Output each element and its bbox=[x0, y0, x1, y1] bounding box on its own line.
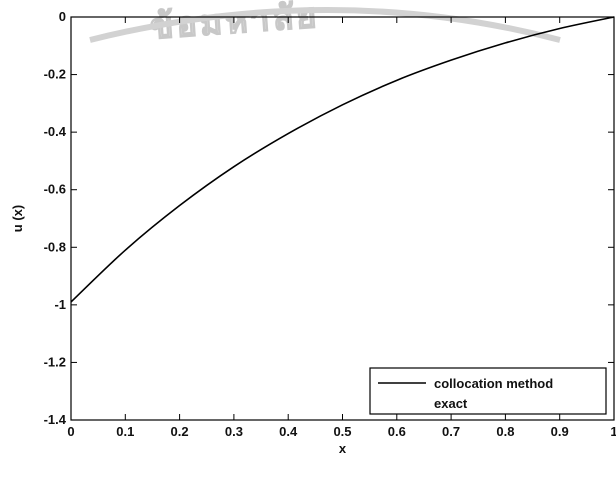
y-tick-label: -0.6 bbox=[44, 182, 66, 197]
legend-entry: collocation method bbox=[434, 376, 553, 391]
series-line-0 bbox=[70, 16, 615, 303]
watermark-arc bbox=[89, 7, 561, 43]
y-tick-label: -1.4 bbox=[44, 412, 67, 427]
y-axis-label: u (x) bbox=[10, 205, 25, 232]
y-tick-label: -0.2 bbox=[44, 67, 66, 82]
x-tick-label: 1 bbox=[610, 424, 616, 439]
x-tick-label: 0.1 bbox=[116, 424, 134, 439]
y-axis-ticks: 0 -0.2 -0.4 -0.6 -0.8 -1 -1.2 -1.4 bbox=[44, 9, 614, 427]
x-tick-label: 0.2 bbox=[171, 424, 189, 439]
x-tick-label: 0.8 bbox=[496, 424, 514, 439]
x-tick-label: 0.5 bbox=[333, 424, 351, 439]
x-tick-label: 0.3 bbox=[225, 424, 243, 439]
legend-entry: exact bbox=[434, 396, 468, 411]
watermark: ข้อมหาลัย bbox=[89, 0, 561, 48]
plot-area-frame bbox=[70, 16, 615, 421]
legend: collocation method exact bbox=[369, 367, 607, 415]
x-tick-label: 0.6 bbox=[388, 424, 406, 439]
y-tick-label: -0.4 bbox=[44, 124, 67, 139]
x-tick-label: 0.7 bbox=[442, 424, 460, 439]
x-tick-label: 0 bbox=[67, 424, 74, 439]
x-tick-label: 0.9 bbox=[551, 424, 569, 439]
x-tick-label: 0.4 bbox=[279, 424, 298, 439]
y-tick-label: -0.8 bbox=[44, 239, 66, 254]
legend-box bbox=[369, 367, 607, 415]
x-axis-ticks: 0 0.1 0.2 0.3 0.4 0.5 0.6 0.7 0.8 0.9 1 bbox=[67, 17, 616, 439]
y-tick-label: -1 bbox=[54, 297, 66, 312]
series-layer bbox=[70, 16, 615, 303]
y-tick-label: 0 bbox=[59, 9, 66, 24]
y-tick-label: -1.2 bbox=[44, 354, 66, 369]
x-axis-label: x bbox=[339, 441, 347, 456]
